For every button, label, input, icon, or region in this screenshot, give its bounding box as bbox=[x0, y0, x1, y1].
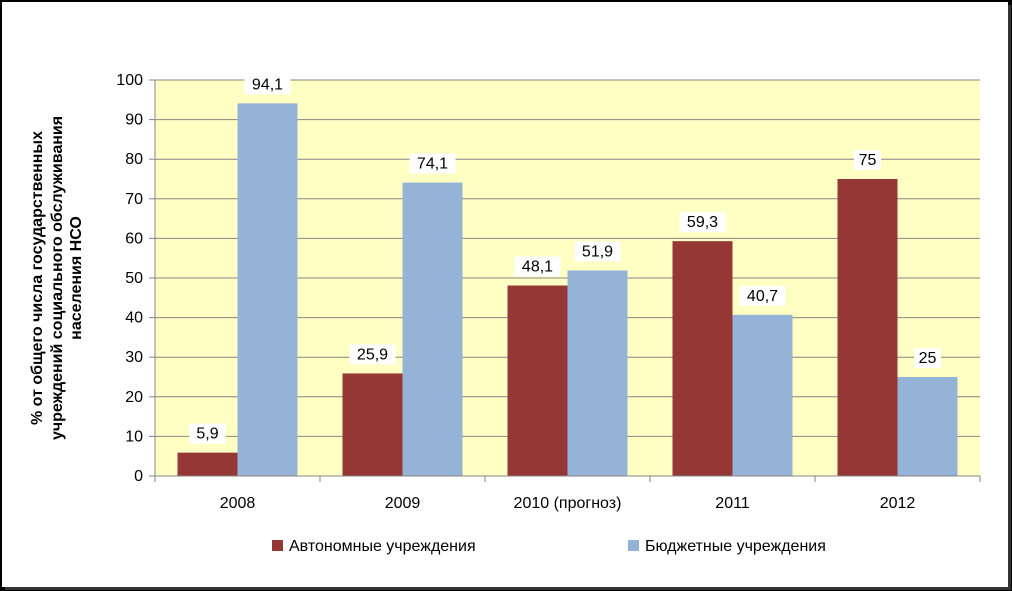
data-label-bg bbox=[574, 241, 621, 262]
data-label-bg bbox=[854, 150, 881, 170]
y-tick-label: 60 bbox=[125, 230, 143, 247]
legend-entry: Бюджетные учреждения bbox=[645, 538, 826, 555]
data-label: 74,1 bbox=[417, 156, 448, 173]
y-axis-label: % от общего числа государственных учрежде… bbox=[29, 116, 85, 440]
legend-swatch bbox=[272, 540, 283, 551]
data-label-bg bbox=[409, 153, 456, 174]
data-label: 25 bbox=[919, 350, 937, 367]
data-label: 59,3 bbox=[687, 214, 718, 231]
data-label: 51,9 bbox=[582, 243, 613, 260]
y-tick-label: 70 bbox=[125, 191, 143, 208]
y-tick-label: 80 bbox=[125, 151, 143, 168]
bar-budget bbox=[897, 377, 958, 476]
data-labels: 5,9 94,1 25,9 74,1 48,1 51,9 59,3 40,7 75 25 bbox=[189, 74, 941, 444]
y-axis-label-line: населения НСО bbox=[68, 216, 85, 340]
axes bbox=[149, 79, 981, 482]
x-tick-labels: 2008 2009 2010 (прогноз) 2011 2012 bbox=[220, 495, 916, 512]
x-tick-label: 2008 bbox=[220, 495, 256, 512]
data-label: 94,1 bbox=[252, 76, 283, 93]
data-label-bg bbox=[679, 212, 726, 233]
data-label: 48,1 bbox=[522, 259, 553, 276]
data-label: 25,9 bbox=[357, 346, 388, 363]
data-label-bg bbox=[244, 74, 291, 95]
bar-budget bbox=[567, 270, 628, 476]
bars bbox=[177, 103, 958, 476]
y-tick-label: 30 bbox=[125, 349, 143, 366]
data-label-bg bbox=[739, 285, 786, 306]
data-label: 75 bbox=[859, 152, 877, 169]
bar-budget bbox=[402, 182, 463, 476]
y-tick-label: 0 bbox=[134, 468, 143, 485]
data-label-bg bbox=[349, 344, 396, 365]
bar-budget bbox=[237, 103, 298, 476]
y-tick-label: 10 bbox=[125, 428, 143, 445]
data-label: 5,9 bbox=[196, 426, 218, 443]
bar-autonomous bbox=[342, 373, 403, 476]
y-tick-label: 20 bbox=[125, 389, 143, 406]
y-tick-label: 100 bbox=[116, 72, 143, 89]
bar-autonomous bbox=[837, 179, 898, 476]
data-label-bg bbox=[189, 423, 226, 444]
bar-autonomous bbox=[177, 452, 238, 476]
x-tick-label: 2010 (прогноз) bbox=[514, 495, 622, 512]
y-axis-label-line: % от общего числа государственных bbox=[29, 131, 46, 425]
x-tick-label: 2012 bbox=[880, 495, 916, 512]
data-label-bg bbox=[914, 348, 941, 368]
x-tick-label: 2011 bbox=[715, 495, 750, 512]
legend-swatch bbox=[628, 540, 639, 551]
legend: Автономные учреждения Бюджетные учреждени… bbox=[272, 538, 826, 555]
data-label-bg bbox=[514, 256, 561, 277]
bar-budget bbox=[732, 314, 793, 476]
y-tick-label: 50 bbox=[125, 270, 143, 287]
y-tick-label: 90 bbox=[125, 112, 143, 129]
legend-entry: Автономные учреждения bbox=[289, 538, 476, 555]
y-axis-label-line: учреждений социального обслуживания bbox=[49, 116, 66, 440]
y-tick-labels: 0 10 20 30 40 50 60 70 80 90 100 bbox=[116, 72, 143, 485]
bar-autonomous bbox=[672, 241, 733, 476]
y-tick-label: 40 bbox=[125, 310, 143, 327]
bar-autonomous bbox=[507, 285, 568, 476]
data-label: 40,7 bbox=[747, 288, 778, 305]
x-tick-label: 2009 bbox=[385, 495, 421, 512]
